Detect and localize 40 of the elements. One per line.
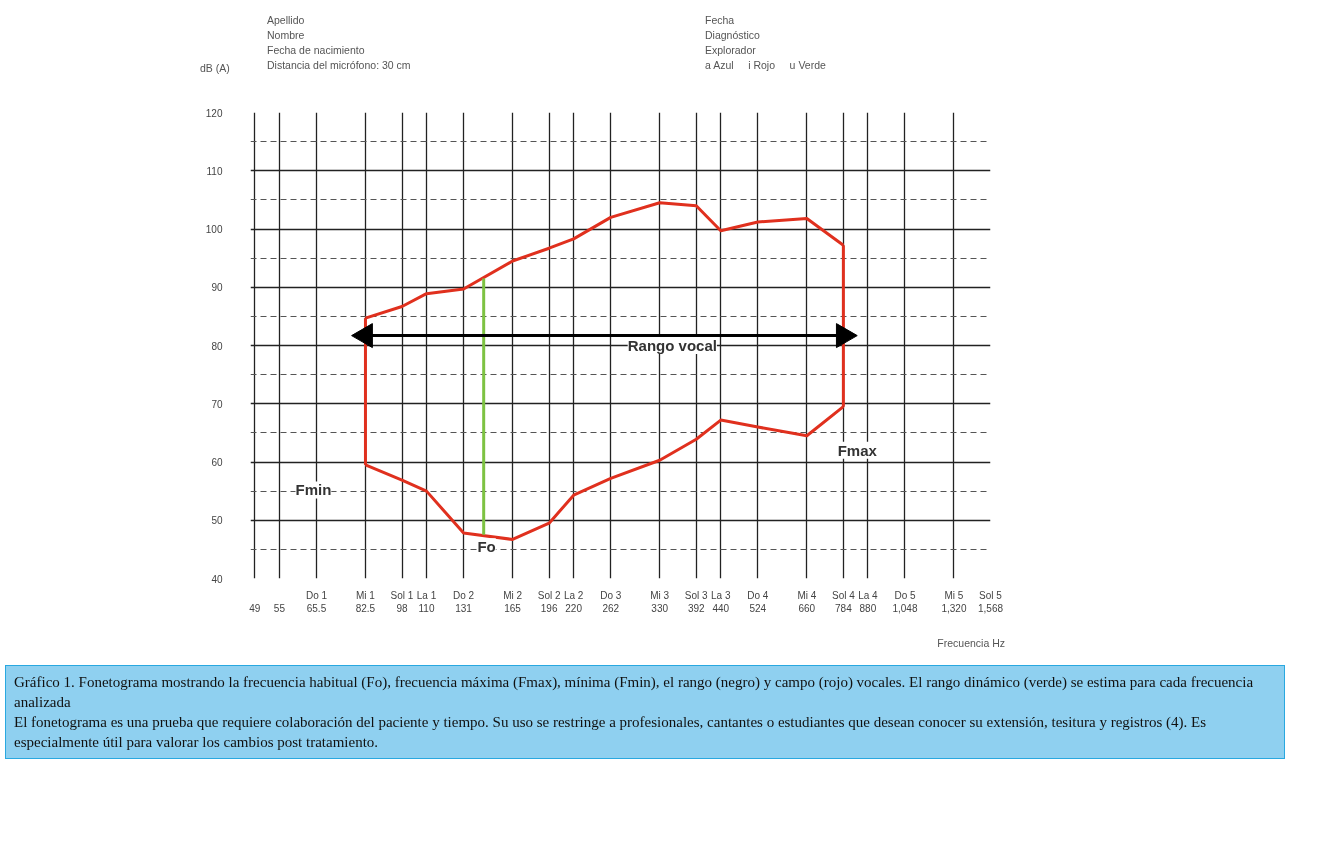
x-tick-label: Sol 2 196	[537, 589, 561, 614]
x-tick-label: La 3 440	[711, 589, 731, 614]
x-tick-label: 55	[273, 602, 286, 614]
x-tick-label: Mi 3 330	[650, 589, 670, 614]
y-tick-label: 70	[211, 398, 223, 410]
x-tick-label: Do 4 524	[747, 589, 769, 614]
y-tick-label: 90	[211, 282, 223, 294]
x-tick-label: Sol 1 98	[390, 589, 414, 614]
chart-title: Apellido Nombre Fecha de nacimiento Distancia del micrófono: 30 cm	[267, 13, 411, 73]
x-tick-label: Mi 4 660	[797, 589, 817, 614]
x-tick-label: La 2 220	[563, 589, 584, 614]
y-tick-label: 80	[211, 340, 223, 352]
x-tick-label: Sol 5 1,568	[977, 589, 1004, 614]
x-tick-label: Do 2 131	[453, 589, 475, 614]
text: El fonetograma es una prueba que requiere colaboración del paciente y tiempo. Su uso se restringe a profesionales, cantantes o estudiantes que desean conocer su extensión, tesitura y registros (4). Es especialmente útil para valorar los cambios post tratamiento.	[14, 714, 1207, 750]
annotation: Rango vocal	[627, 337, 717, 354]
y-tick-label: 120	[205, 107, 223, 119]
x-tick-label: Sol 4 784	[831, 589, 856, 614]
x-tick-label: Do 1 65.5	[305, 589, 328, 614]
x-tick-label: Do 5 1,048	[892, 589, 918, 614]
y-axis-title: dB (A)	[200, 61, 230, 76]
annotation: Fo	[477, 538, 496, 556]
text: Gráfico 1. Fonetograma mostrando la frecuencia habitual (Fo), frecuencia máxima (Fmax), mínima (Fmin), el rango (negro) y campo (rojo) vocales. El rango dinámico (verde) se estima para cada frecuencia analizada	[14, 674, 1254, 710]
x-axis-title: Frecuencia Hz	[936, 636, 1005, 651]
x-tick-label: Do 3 262	[600, 589, 622, 614]
y-tick-label: 40	[211, 573, 223, 585]
x-tick-label: Mi 1 82.5	[355, 589, 376, 614]
y-tick-label: 110	[206, 165, 223, 177]
y-tick-label: 50	[211, 515, 223, 527]
x-tick-label: Sol 3 392	[684, 589, 709, 614]
y-tick-label: 100	[205, 224, 223, 235]
y-tick-label: 60	[211, 457, 223, 468]
annotation: Fmin	[295, 481, 332, 499]
annotation: Fmax	[837, 441, 878, 459]
chart-subtitle: Fecha Diagnóstico Explorador a Azul i Rojo u Verde	[705, 13, 826, 73]
x-tick-label: Mi 5 1,320	[941, 589, 967, 614]
x-tick-label: Mi 2 165	[503, 589, 523, 614]
x-tick-label: La 4 880	[858, 589, 879, 614]
x-tick-label: La 1 110	[416, 589, 437, 614]
x-tick-label: 49	[249, 602, 261, 614]
